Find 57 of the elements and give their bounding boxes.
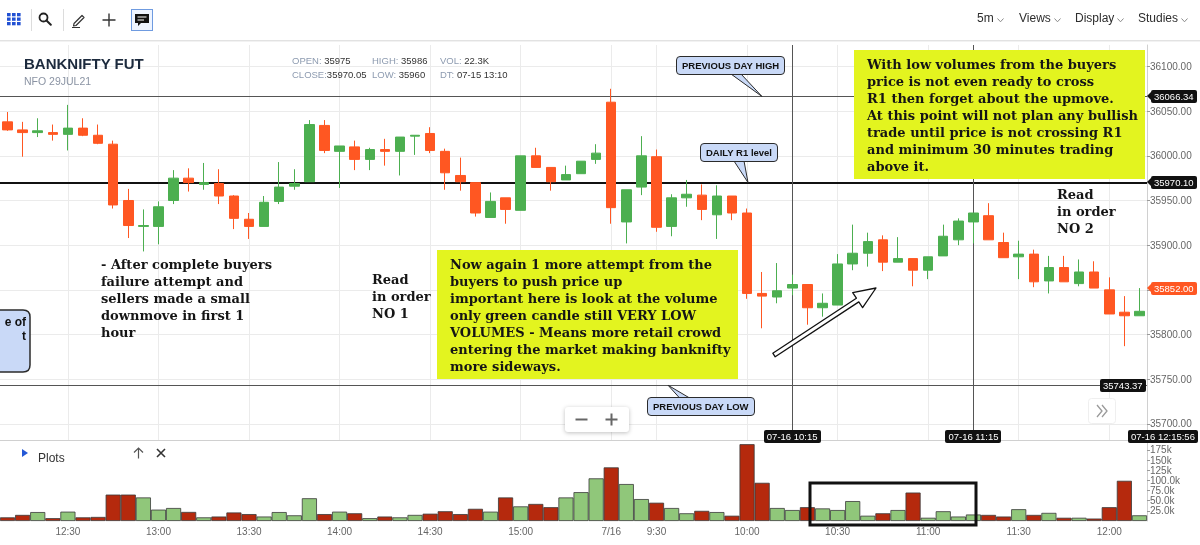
y-tick-label: 36100.00 <box>1150 60 1193 72</box>
x-tick-label: 10:30 <box>825 525 851 537</box>
ref-line-label: 36066.34 <box>1151 90 1197 104</box>
text: Views <box>1019 11 1051 26</box>
annotation: LOW: 35960 <box>372 69 426 80</box>
annotation: PREVIOUS DAY LOW <box>647 397 755 416</box>
x-tick-label: 13:00 <box>145 525 172 537</box>
ref-line-label: 35743.37 <box>1100 378 1146 392</box>
annotation: 07-16 12:15:56 <box>1128 429 1198 443</box>
annotation: DAILY R1 level <box>700 143 779 162</box>
annotation: e of t <box>3 315 26 343</box>
x-tick-label: 10:00 <box>734 525 761 537</box>
y-tick-label: 75.0k <box>1150 485 1176 497</box>
annotation: Now again 1 more attempt from the buyers to push price up important here is look at the volume only green candle still VERY LOW VOLUMES - Means more retail crowd entering the market making banknifty more sideways. <box>437 250 738 379</box>
y-tick-label: 36000.00 <box>1150 150 1193 162</box>
y-tick-label: 50.0k <box>1150 495 1176 507</box>
y-tick-label: 100.0k <box>1150 474 1182 486</box>
ref-line-label: 35970.10 <box>1151 176 1197 190</box>
text: 35852.00 <box>1151 281 1197 295</box>
x-tick-label: 13:30 <box>236 525 262 537</box>
x-tick-label: 7/16 <box>601 525 622 537</box>
y-tick-label: 35750.00 <box>1150 373 1193 385</box>
x-tick-label: 14:30 <box>417 525 444 537</box>
x-tick-label: 11:30 <box>1006 525 1032 537</box>
y-tick-label: 35900.00 <box>1150 239 1193 251</box>
y-tick-label: 125k <box>1150 464 1173 476</box>
x-tick-label: 9:30 <box>646 525 667 537</box>
y-tick-label: 36050.00 <box>1150 105 1193 117</box>
text: NFO 29JUL21 <box>24 74 92 87</box>
x-tick-label: 15:00 <box>508 525 534 537</box>
annotation: DT: 07-15 13:10 <box>440 69 508 80</box>
y-tick-label: 25.0k <box>1150 505 1176 517</box>
y-tick-label: 35700.00 <box>1150 418 1193 430</box>
annotation: With low volumes from the buyers price is not even ready to cross R1 then forget about the upmove. At this point will not plan any bullish trade until price is not crossing R1 and minimum 30 minutes trading above it. <box>854 50 1146 179</box>
x-tick-label: 12:00 <box>1096 525 1123 537</box>
x-tick-label: 11:00 <box>916 525 941 537</box>
annotation: HIGH: 35986 <box>372 55 428 66</box>
y-tick-label: 150k <box>1150 454 1173 466</box>
annotation: Read in order NO 2 <box>1057 186 1116 237</box>
text: 5m <box>977 11 994 26</box>
annotation: OPEN: 35975 <box>292 55 351 66</box>
annotation: CLOSE:35970.05 <box>292 69 367 80</box>
annotation: 07-16 11:15 <box>945 429 1002 443</box>
annotation: - After complete buyers failure attempt and sellers made a small downmove in first 1 hour <box>101 256 272 341</box>
annotation: Read in order NO 1 <box>372 271 431 322</box>
y-tick-label: 175k <box>1150 444 1173 456</box>
annotation: VOL: 22.3K <box>440 55 490 66</box>
text: Studies <box>1138 11 1179 26</box>
x-tick-label: 14:00 <box>327 525 353 537</box>
x-tick-label: 12:30 <box>55 525 81 537</box>
y-tick-label: 35950.00 <box>1150 195 1193 206</box>
text: Display <box>1075 11 1115 26</box>
y-tick-label: 35800.00 <box>1150 329 1193 341</box>
text: Plots <box>38 451 65 465</box>
annotation: PREVIOUS DAY HIGH <box>676 56 786 75</box>
annotation: 07-16 10:15 <box>763 429 821 443</box>
text: BANKNIFTY FUT <box>24 55 144 72</box>
